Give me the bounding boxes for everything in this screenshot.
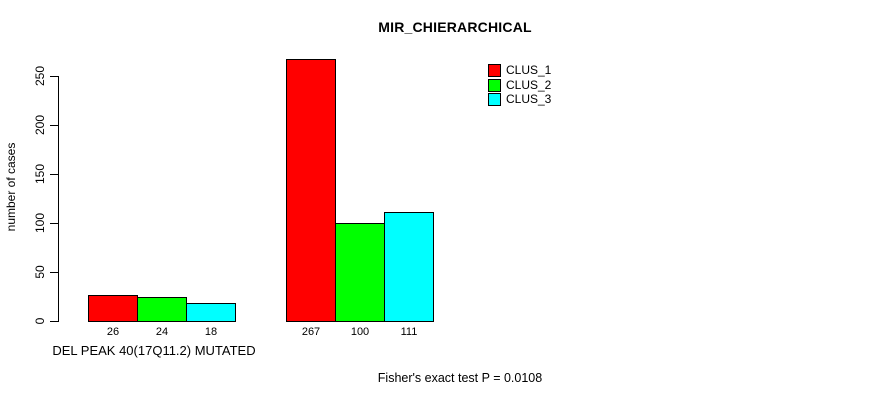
y-tick-mark	[50, 223, 58, 224]
y-tick-mark	[50, 272, 58, 273]
chart-title: MIR_CHIERARCHICAL	[378, 19, 532, 35]
bar-clus_1-group2	[286, 59, 336, 322]
bar-value-label: 26	[106, 326, 120, 338]
legend-item-clus_2: CLUS_2	[488, 79, 551, 92]
y-tick-label: 150	[33, 163, 47, 185]
y-tick-mark	[50, 125, 58, 126]
y-axis-line	[58, 76, 59, 322]
x-axis-label: DEL PEAK 40(17Q11.2) MUTATED	[52, 343, 256, 358]
legend-swatch-clus_1	[488, 64, 501, 77]
bar-value-label: 100	[350, 326, 370, 338]
y-tick-label: 100	[33, 212, 47, 234]
bar-value-label: 111	[400, 326, 418, 338]
y-tick-label: 50	[33, 265, 47, 279]
bar-clus_3-group1	[186, 303, 236, 322]
y-axis-label: number of cases	[4, 142, 18, 232]
y-tick-label: 0	[33, 317, 47, 325]
legend-label: CLUS_3	[506, 92, 552, 106]
y-tick-mark	[50, 321, 58, 322]
annotation-text: Fisher's exact test P = 0.0108	[377, 371, 543, 385]
bar-clus_2-group1	[137, 297, 187, 322]
legend-label: CLUS_2	[506, 78, 552, 92]
legend-item-clus_3: CLUS_3	[488, 93, 551, 106]
y-tick-mark	[50, 174, 58, 175]
bar-clus_2-group2	[335, 223, 385, 322]
y-tick-label: 200	[33, 114, 47, 136]
bar-clus_1-group1	[88, 295, 138, 322]
bar-clus_3-group2	[384, 212, 434, 322]
bar-value-label: 18	[204, 326, 218, 338]
bar-value-label: 267	[301, 326, 321, 338]
y-tick-label: 250	[33, 65, 47, 87]
legend-label: CLUS_1	[506, 63, 552, 77]
y-tick-mark	[50, 76, 58, 77]
legend-swatch-clus_2	[488, 79, 501, 92]
legend-item-clus_1: CLUS_1	[488, 64, 551, 77]
bar-value-label: 24	[155, 326, 169, 338]
legend-swatch-clus_3	[488, 93, 501, 106]
